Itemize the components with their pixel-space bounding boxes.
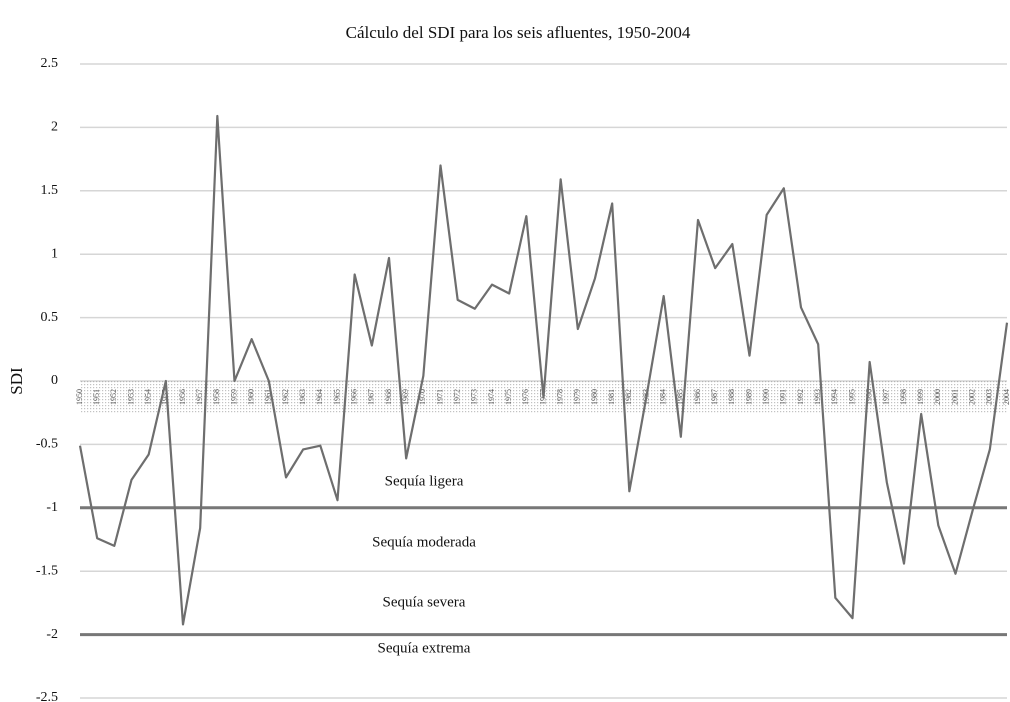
x-tick-label: 1981	[607, 389, 616, 405]
x-tick-label: 1958	[212, 389, 221, 405]
x-tick-label: 1996	[864, 389, 873, 405]
x-tick-label: 1972	[452, 389, 461, 405]
x-tick-label: 1979	[573, 389, 582, 405]
annotation: Sequía severa	[383, 594, 466, 610]
x-tick-label: 1995	[847, 389, 856, 405]
chart-title: Cálculo del SDI para los seis afluentes,…	[346, 23, 691, 42]
x-tick-label: 1975	[504, 389, 513, 405]
annotation: Sequía ligera	[385, 473, 464, 489]
y-tick-label: 0.5	[41, 310, 59, 325]
x-tick-label: 1973	[470, 389, 479, 405]
x-tick-label: 1993	[813, 389, 822, 405]
x-tick-label: 1998	[899, 389, 908, 405]
x-tick-label: 2004	[1002, 389, 1010, 405]
x-tick-label: 1970	[418, 389, 427, 405]
annotation: Sequía extrema	[378, 640, 471, 656]
y-tick-label: -2.5	[36, 690, 58, 702]
x-tick-label: 1964	[315, 389, 324, 405]
x-tick-label: 1974	[487, 389, 496, 405]
y-axis-label: SDI	[7, 367, 26, 395]
x-tick-label: 1960	[246, 389, 255, 405]
data-line	[78, 114, 1009, 626]
x-tick-label: 1968	[384, 389, 393, 405]
x-tick-label: 1969	[401, 389, 410, 405]
y-tick-label: -1.5	[36, 563, 58, 578]
x-tick-label: 1966	[349, 389, 358, 405]
y-tick-label: -2	[46, 627, 58, 642]
x-tick-label: 2002	[967, 389, 976, 405]
x-tick-label: 1994	[830, 389, 839, 405]
x-tick-label: 1961	[264, 389, 273, 405]
x-tick-label: 1953	[126, 389, 135, 405]
x-tick-label: 1985	[676, 389, 685, 405]
y-tick-label: 0	[51, 373, 58, 388]
x-tick-label: 2001	[950, 389, 959, 405]
x-tick-label: 1955	[161, 389, 170, 405]
y-tick-label: -1	[46, 500, 58, 515]
y-tick-label: 2.5	[41, 56, 59, 71]
y-tick-label: -0.5	[36, 437, 58, 452]
x-tick-label: 1982	[624, 389, 633, 405]
x-tick-label: 1976	[521, 389, 530, 405]
x-tick-label: 1950	[75, 389, 84, 405]
x-tick-label: 1952	[109, 389, 118, 405]
x-tick-label: 1965	[332, 389, 341, 405]
x-tick-label: 1984	[658, 389, 667, 405]
annotation: Sequía moderada	[372, 534, 476, 550]
x-tick-label: 1992	[796, 389, 805, 405]
x-tick-label: 1957	[195, 389, 204, 405]
x-tick-label: 1980	[590, 389, 599, 405]
y-tick-label: 2	[51, 120, 58, 135]
x-tick-label: 1956	[178, 389, 187, 405]
x-tick-label: 1963	[298, 389, 307, 405]
x-tick-label: 1951	[92, 389, 101, 405]
x-tick-label: 2000	[933, 389, 942, 405]
x-tick-label: 1986	[693, 389, 702, 405]
x-tick-label: 2003	[985, 389, 994, 405]
x-tick-label: 1990	[761, 389, 770, 405]
x-tick-label: 1991	[779, 389, 788, 405]
x-tick-label: 1959	[229, 389, 238, 405]
y-tick-label: 1	[51, 246, 58, 261]
x-tick-label: 1954	[143, 389, 152, 405]
x-tick-label: 1978	[555, 389, 564, 405]
x-tick-label: 1987	[710, 389, 719, 405]
x-tick-label: 1967	[367, 389, 376, 405]
x-tick-label: 1962	[281, 389, 290, 405]
x-tick-label: 1997	[882, 389, 891, 405]
x-tick-label: 1988	[727, 389, 736, 405]
x-tick-label: 1989	[744, 389, 753, 405]
x-tick-label: 1999	[916, 389, 925, 405]
y-tick-label: 1.5	[41, 183, 59, 198]
x-tick-label: 1971	[435, 389, 444, 405]
